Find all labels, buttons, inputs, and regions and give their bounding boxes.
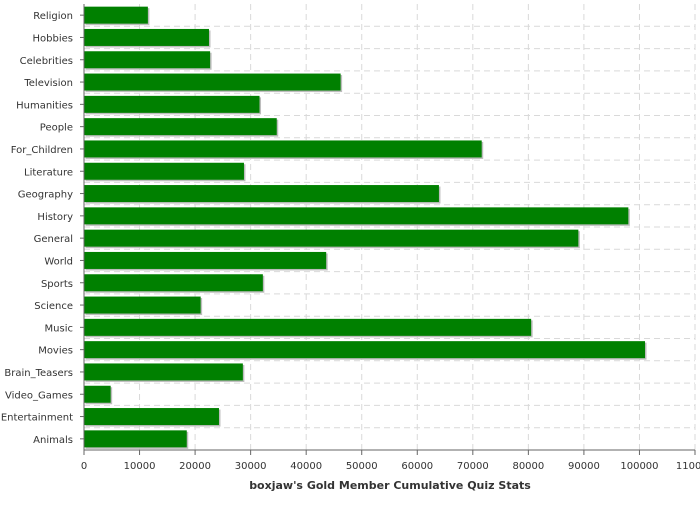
x-tick-label: 40000	[290, 461, 322, 472]
axes	[80, 4, 696, 455]
category-label: Sports	[41, 279, 73, 290]
bar-humanities	[84, 95, 260, 113]
bar-animals	[84, 430, 187, 448]
bar-brain-teasers	[84, 363, 243, 381]
bar-general	[84, 229, 579, 247]
x-tick-label: 80000	[512, 461, 544, 472]
category-label: Geography	[18, 190, 73, 201]
category-label: Literature	[24, 167, 73, 178]
bar-entertainment	[84, 408, 219, 426]
category-label: Music	[45, 323, 73, 334]
x-tick-label: 50000	[346, 461, 378, 472]
category-label: Hobbies	[33, 33, 73, 44]
bar-hobbies	[84, 28, 209, 46]
bar-sports	[84, 274, 263, 292]
bar-history	[84, 207, 629, 225]
bar-religion	[84, 6, 148, 24]
category-label: Movies	[38, 346, 73, 357]
bar-television	[84, 73, 341, 91]
category-label: World	[44, 256, 73, 267]
bar-for-children	[84, 140, 482, 158]
bar-world	[84, 251, 327, 269]
category-label: Science	[34, 301, 73, 312]
bar-music	[84, 318, 532, 336]
category-label: People	[40, 123, 73, 134]
x-tick-label: 70000	[457, 461, 489, 472]
x-tick-label: 0	[81, 461, 87, 472]
x-tick-label: 10000	[124, 461, 156, 472]
tick-labels: 0 10000 20000 30000 40000 50000 60000 70000 8000…	[81, 461, 700, 472]
category-label: For_Children	[11, 145, 73, 156]
x-tick-label: 20000	[179, 461, 211, 472]
category-label: Religion	[33, 11, 73, 22]
category-label: General	[34, 234, 73, 245]
x-tick-label: 100000	[620, 461, 658, 472]
category-label: Humanities	[16, 100, 73, 111]
x-axis-title: boxjaw's Gold Member Cumulative Quiz Sta…	[249, 479, 531, 492]
category-label: Video_Games	[5, 390, 73, 401]
bar-geography	[84, 185, 439, 203]
bar-video-games	[84, 385, 111, 403]
category-label: Entertainment	[1, 413, 73, 424]
bar-people	[84, 118, 277, 136]
category-labels: Religion Hobbies Celebrities Television Huma…	[1, 11, 73, 446]
bar-celebrities	[84, 51, 211, 69]
x-tick-label: 110000	[676, 461, 700, 472]
bar-science	[84, 296, 201, 314]
bar-movies	[84, 341, 646, 359]
category-label: Brain_Teasers	[4, 368, 73, 379]
x-tick-label: 30000	[235, 461, 267, 472]
x-tick-label: 60000	[401, 461, 433, 472]
x-tick-label: 90000	[568, 461, 600, 472]
grid-lines	[84, 4, 696, 450]
category-label: History	[37, 212, 73, 223]
bars	[84, 6, 647, 449]
bar-literature	[84, 162, 244, 180]
category-label: Celebrities	[20, 56, 73, 67]
category-label: Animals	[33, 435, 73, 446]
category-label: Television	[23, 78, 73, 89]
